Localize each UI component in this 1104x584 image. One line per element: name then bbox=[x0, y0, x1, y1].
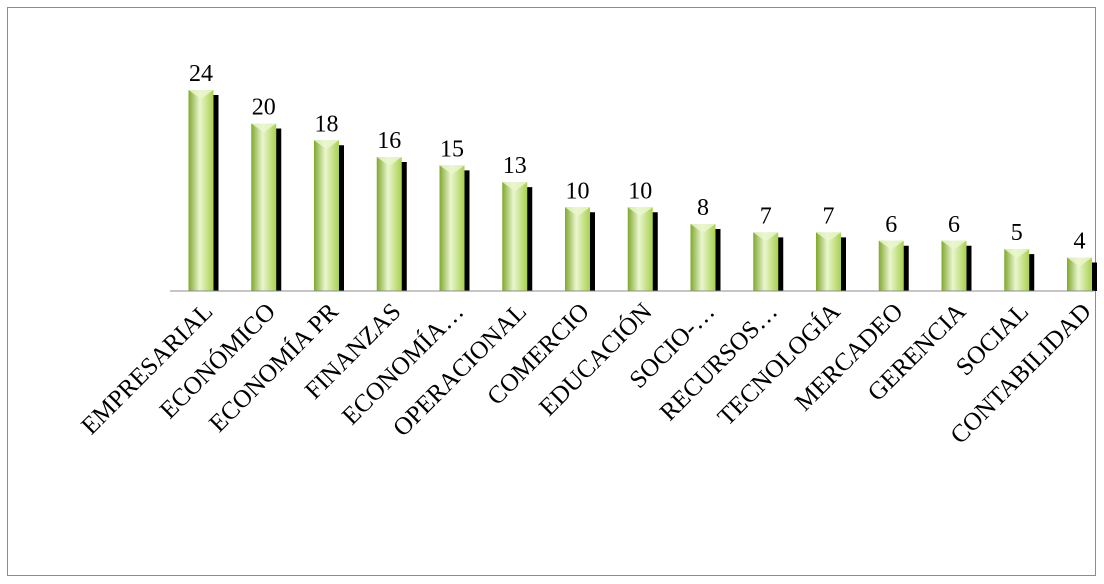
bar-cap bbox=[439, 165, 465, 175]
data-label: 6 bbox=[948, 212, 960, 238]
data-label: 7 bbox=[823, 203, 835, 229]
bar bbox=[188, 90, 214, 291]
data-label: 18 bbox=[315, 111, 339, 137]
data-labels: 24 20 18 16 15 13 10 10 8 7 7 6 6 5 4 bbox=[189, 61, 1086, 255]
bar-cap bbox=[188, 90, 214, 99]
bar-cap bbox=[690, 224, 716, 233]
bar bbox=[690, 224, 716, 291]
bar bbox=[376, 157, 402, 291]
bar bbox=[251, 123, 277, 291]
data-label: 15 bbox=[440, 136, 464, 162]
bar bbox=[627, 207, 653, 291]
bar-cap bbox=[816, 232, 841, 242]
bar-cap bbox=[1004, 249, 1030, 259]
bar bbox=[502, 182, 528, 291]
bar-cap bbox=[314, 140, 339, 150]
data-label: 4 bbox=[1074, 229, 1086, 255]
bar-cap bbox=[565, 207, 590, 217]
data-label: 8 bbox=[697, 195, 709, 221]
bar-cap bbox=[627, 207, 653, 217]
data-label: 10 bbox=[566, 178, 590, 204]
bar-cap bbox=[376, 157, 402, 166]
bar-cap bbox=[1067, 257, 1092, 267]
data-label: 24 bbox=[189, 61, 213, 87]
data-label: 10 bbox=[628, 178, 652, 204]
bar-cap bbox=[251, 123, 277, 133]
bar bbox=[753, 232, 779, 291]
data-label: 6 bbox=[885, 212, 897, 238]
data-label: 13 bbox=[503, 153, 527, 179]
bar bbox=[439, 165, 465, 291]
data-label: 20 bbox=[252, 95, 276, 121]
data-label: 5 bbox=[1011, 220, 1023, 246]
bar-cap bbox=[878, 240, 904, 250]
data-label: 16 bbox=[377, 128, 401, 154]
bars bbox=[188, 90, 1092, 291]
bar bbox=[314, 140, 339, 291]
bar-cap bbox=[753, 232, 779, 242]
bar bbox=[816, 232, 841, 291]
data-label: 7 bbox=[760, 203, 772, 229]
bar-cap bbox=[941, 240, 967, 250]
bar bbox=[565, 207, 590, 291]
bar-cap bbox=[502, 182, 528, 192]
